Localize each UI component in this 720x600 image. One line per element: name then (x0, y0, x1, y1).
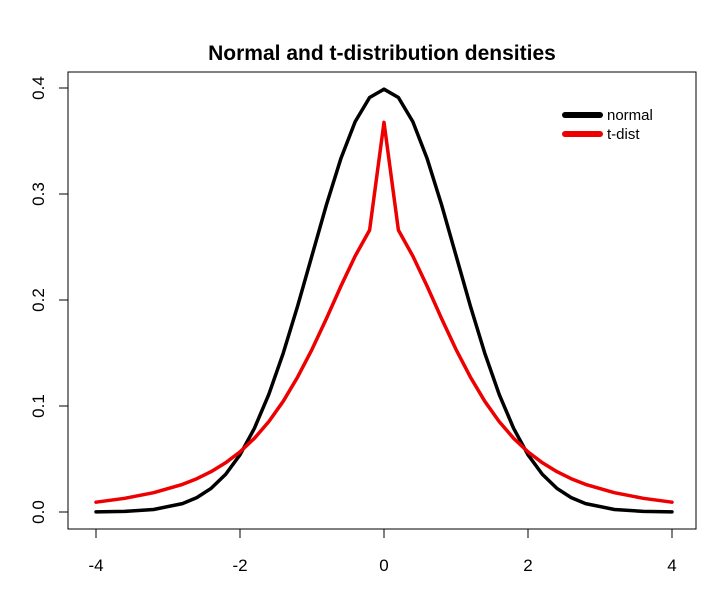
x-tick-label: 4 (667, 556, 676, 575)
x-tick-label: -4 (88, 556, 103, 575)
series-layer (94, 87, 674, 514)
chart-title: Normal and t-distribution densities (208, 42, 556, 65)
x-axis: -4 -2 0 2 4 (88, 528, 677, 575)
legend-label: t-dist (607, 126, 640, 143)
series-line-normal (94, 87, 674, 514)
legend: normal t-dist (562, 107, 653, 143)
series-line-t-dist (94, 120, 674, 504)
x-tick-label: -2 (232, 556, 247, 575)
y-axis: 0.0 0.1 0.2 0.3 0.4 (29, 76, 69, 524)
y-tick-label: 0.0 (29, 500, 48, 524)
x-tick-label: 0 (379, 556, 388, 575)
legend-label: normal (607, 107, 653, 124)
x-tick-label: 2 (523, 556, 532, 575)
y-tick-label: 0.4 (29, 76, 48, 100)
y-tick-label: 0.1 (29, 394, 48, 418)
y-tick-label: 0.3 (29, 182, 48, 206)
y-tick-label: 0.2 (29, 288, 48, 312)
